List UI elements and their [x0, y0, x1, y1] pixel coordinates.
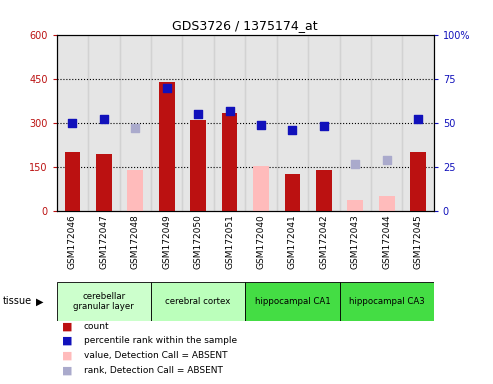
- Point: [352, 161, 359, 167]
- Point: [69, 120, 76, 126]
- Bar: [190, 120, 206, 211]
- Bar: [88, 35, 119, 211]
- Text: cerebellar
granular layer: cerebellar granular layer: [73, 292, 134, 311]
- Bar: [277, 35, 308, 211]
- Text: ■: ■: [62, 351, 72, 361]
- Text: ■: ■: [62, 365, 72, 375]
- Text: cerebral cortex: cerebral cortex: [166, 297, 231, 306]
- Point: [383, 157, 390, 163]
- Point: [226, 108, 234, 114]
- Title: GDS3726 / 1375174_at: GDS3726 / 1375174_at: [173, 19, 318, 32]
- Bar: [214, 35, 246, 211]
- Bar: [371, 35, 402, 211]
- Text: ▶: ▶: [35, 296, 43, 306]
- Bar: [379, 196, 394, 211]
- Text: percentile rank within the sample: percentile rank within the sample: [84, 336, 237, 346]
- Bar: [308, 35, 340, 211]
- Bar: [316, 170, 332, 211]
- Bar: [182, 35, 214, 211]
- Text: ■: ■: [62, 336, 72, 346]
- Point: [194, 111, 202, 117]
- Bar: [127, 170, 143, 211]
- Text: tissue: tissue: [2, 296, 32, 306]
- Bar: [348, 200, 363, 211]
- Text: count: count: [84, 322, 109, 331]
- Bar: [57, 282, 151, 321]
- Point: [414, 116, 422, 122]
- Bar: [340, 35, 371, 211]
- Point: [100, 116, 108, 122]
- Bar: [57, 35, 88, 211]
- Point: [163, 84, 171, 91]
- Text: rank, Detection Call = ABSENT: rank, Detection Call = ABSENT: [84, 366, 223, 375]
- Bar: [284, 174, 300, 211]
- Bar: [151, 35, 182, 211]
- Text: value, Detection Call = ABSENT: value, Detection Call = ABSENT: [84, 351, 227, 360]
- Bar: [159, 82, 175, 211]
- Bar: [245, 282, 340, 321]
- Point: [320, 123, 328, 129]
- Bar: [253, 166, 269, 211]
- Bar: [402, 35, 434, 211]
- Bar: [410, 152, 426, 211]
- Bar: [96, 154, 112, 211]
- Point: [288, 127, 296, 133]
- Text: hippocampal CA1: hippocampal CA1: [254, 297, 330, 306]
- Text: ■: ■: [62, 321, 72, 331]
- Bar: [245, 35, 277, 211]
- Point: [257, 122, 265, 128]
- Text: hippocampal CA3: hippocampal CA3: [349, 297, 424, 306]
- Bar: [65, 152, 80, 211]
- Point: [131, 125, 139, 131]
- Bar: [340, 282, 434, 321]
- Bar: [151, 282, 245, 321]
- Bar: [119, 35, 151, 211]
- Bar: [222, 113, 238, 211]
